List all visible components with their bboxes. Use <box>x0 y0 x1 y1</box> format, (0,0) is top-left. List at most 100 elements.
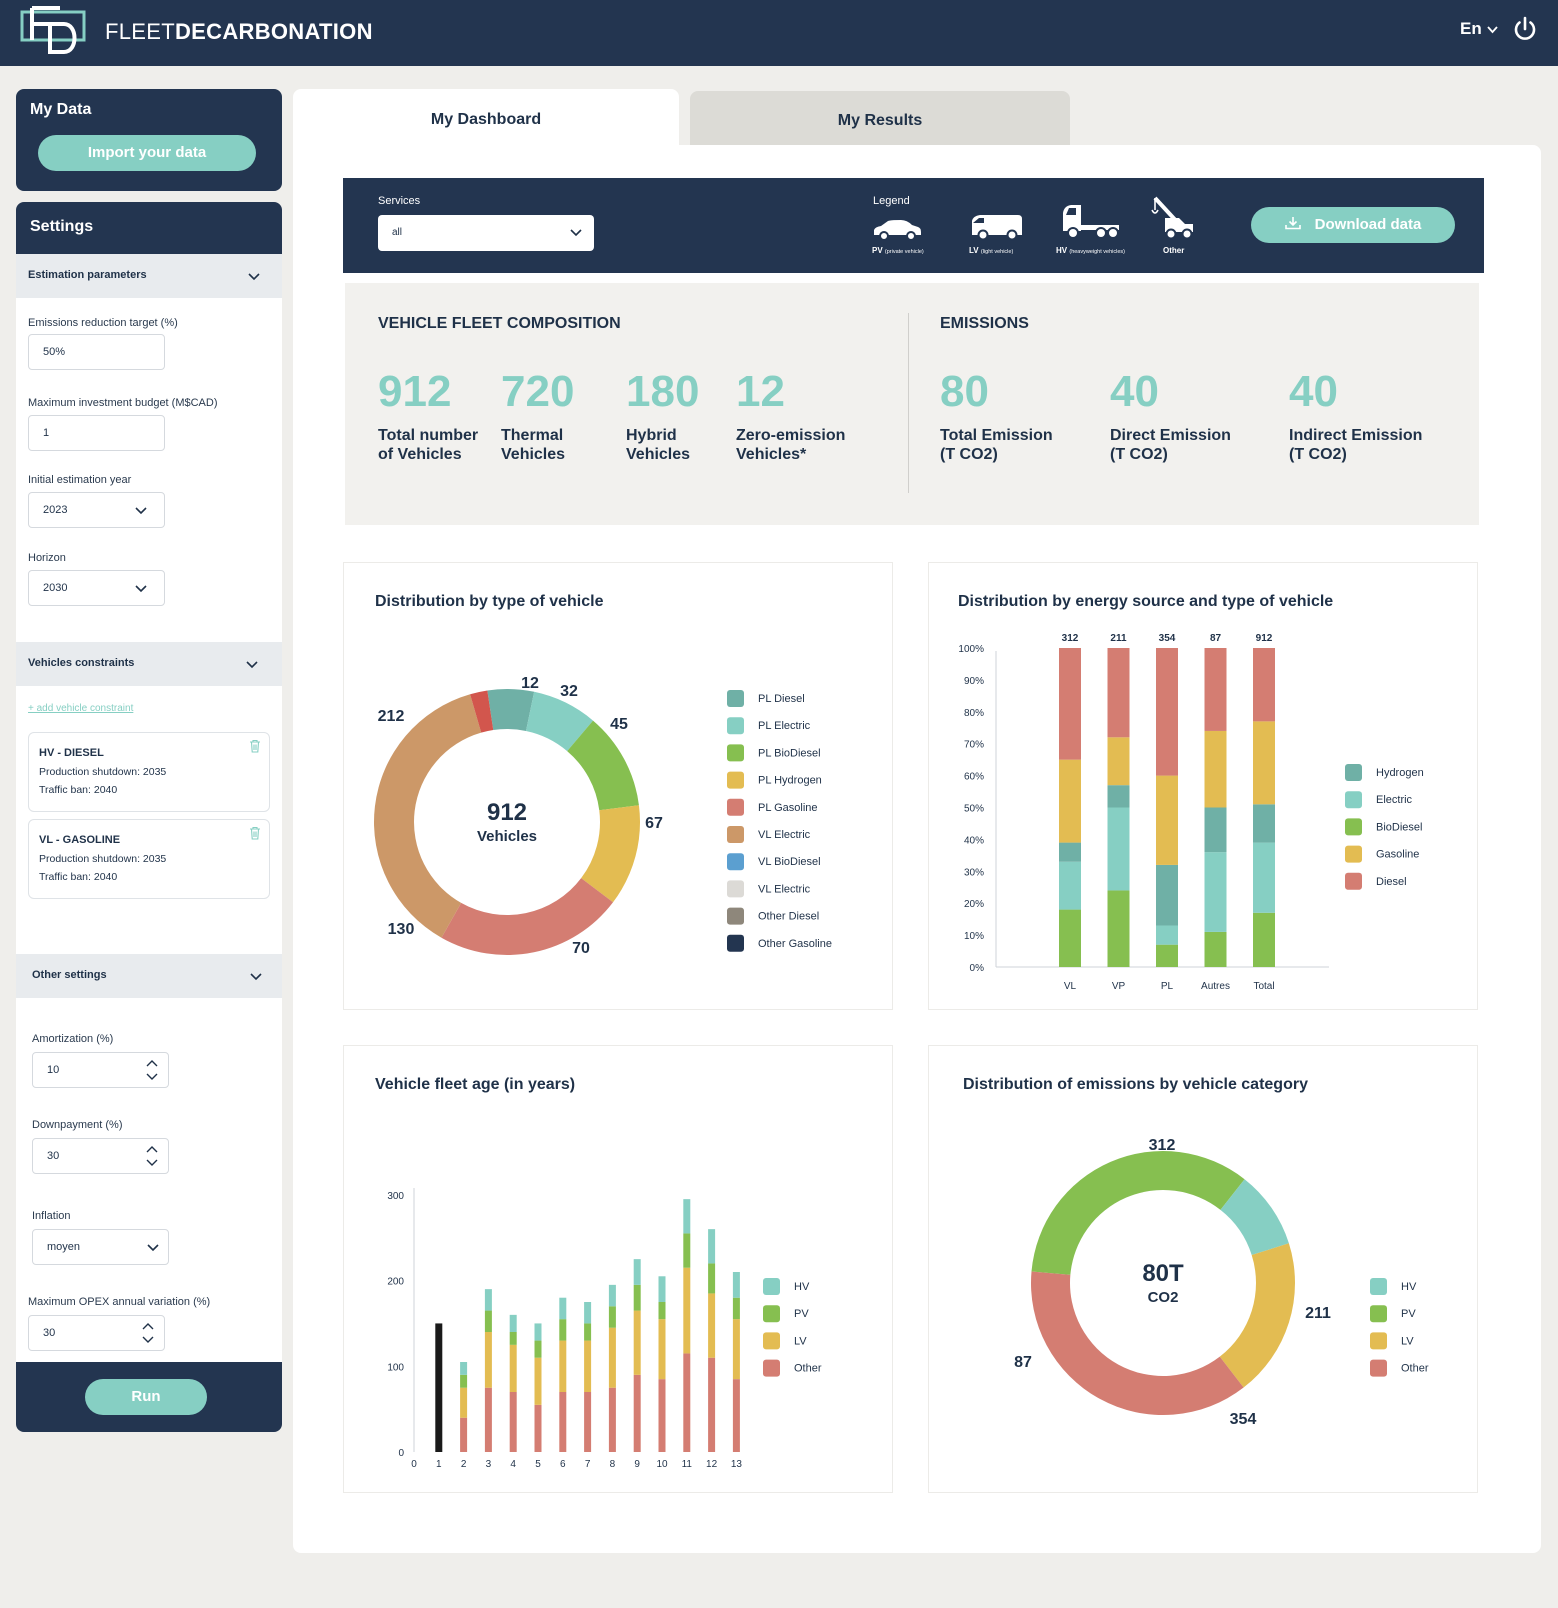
download-label: Download data <box>1314 216 1422 233</box>
stepper-arrows-icon[interactable] <box>146 1144 158 1168</box>
kpi-total-vehicles: 912 <box>378 367 452 416</box>
chevron-down-icon <box>246 661 258 669</box>
age-bar-segment <box>708 1357 716 1452</box>
inflation-select[interactable]: moyen <box>32 1229 169 1265</box>
tab-my-dashboard[interactable]: My Dashboard <box>293 89 679 159</box>
stacked-bar-segment <box>1156 648 1178 776</box>
donut-value-label: 12 <box>521 675 539 692</box>
stacked-bar-segment <box>1107 807 1130 891</box>
donut-value-label: 130 <box>388 921 415 938</box>
estimation-section-header[interactable]: Estimation parameters <box>16 254 282 298</box>
donut-center-value: 80T <box>1142 1260 1184 1287</box>
budget-input[interactable]: 1 <box>28 415 165 451</box>
constraints-section-header[interactable]: Vehicles constraints <box>16 642 282 686</box>
power-icon[interactable] <box>1512 16 1538 42</box>
chart-card-type: Distribution by type of vehicle 912 Vehic… <box>343 562 893 1010</box>
chart-title: Distribution of emissions by vehicle cat… <box>963 1076 1308 1093</box>
donut-slice <box>374 694 482 938</box>
legend-label: Other Diesel <box>758 911 819 923</box>
donut-slice <box>525 691 594 752</box>
constraint-card: VL - GASOLINE Production shutdown: 2035 … <box>28 819 270 899</box>
kpi-label: Direct Emission (T CO2) <box>1110 427 1231 463</box>
x-tick-label: 4 <box>510 1459 516 1470</box>
donut-center-value: 912 <box>487 799 527 826</box>
import-data-button[interactable]: Import your data <box>38 135 256 171</box>
age-bar-segment <box>460 1417 468 1452</box>
donut-value-label: 70 <box>572 940 590 957</box>
horizon-label: Horizon <box>28 552 66 564</box>
stacked-bar-segment <box>1253 912 1275 967</box>
x-tick-label: 8 <box>610 1459 616 1470</box>
age-bar-segment <box>683 1267 691 1354</box>
age-bar-segment <box>584 1340 592 1392</box>
legend-lv: LV (light vehicle) <box>969 246 1014 255</box>
legend-swatch <box>727 798 744 816</box>
constraint-line: Traffic ban: 2040 <box>39 784 118 796</box>
kpi-label: Indirect Emission (T CO2) <box>1289 427 1423 463</box>
truck-icon <box>1063 205 1119 239</box>
legend-label: VL Electric <box>758 829 811 841</box>
language-selector[interactable]: En <box>1460 19 1499 39</box>
legend-label: BioDiesel <box>1376 821 1422 833</box>
year-select[interactable]: 2023 <box>28 492 165 528</box>
kpi-indirect-emission: 40 <box>1289 367 1338 416</box>
y-tick-label: 200 <box>387 1277 404 1288</box>
car-icon <box>874 220 921 241</box>
age-bar-segment <box>534 1357 542 1405</box>
other-settings-section-header[interactable]: Other settings <box>16 954 282 998</box>
filter-bar: Services all Legend PV (private vehicle)… <box>343 178 1484 273</box>
legend-swatch <box>763 1359 780 1377</box>
stacked-bar-segment <box>1156 925 1178 945</box>
age-bar-segment <box>509 1344 517 1392</box>
horizon-select[interactable]: 2030 <box>28 570 165 606</box>
donut-value-label: 32 <box>560 683 578 700</box>
legend-label: PL Electric <box>758 720 811 732</box>
stacked-bar-segment <box>1107 648 1130 738</box>
legend-swatch <box>727 717 744 735</box>
brand-name: FLEETDECARBONATION <box>105 19 373 44</box>
age-bar-segment <box>658 1319 666 1380</box>
y-tick-label: 60% <box>964 772 984 783</box>
x-tick-label: 6 <box>560 1459 566 1470</box>
chart-card-age: Vehicle fleet age (in years) 0 100 200 300 0… <box>343 1045 893 1493</box>
inflation-value: moyen <box>47 1241 81 1253</box>
legend-swatch <box>763 1332 780 1350</box>
age-bar-segment <box>534 1340 542 1358</box>
stepper-arrows-icon[interactable] <box>146 1058 158 1082</box>
fd-logo-icon <box>20 6 86 54</box>
settings-header: Settings <box>16 202 282 254</box>
tab-my-results[interactable]: My Results <box>690 91 1070 145</box>
add-vehicle-constraint-link[interactable]: + add vehicle constraint <box>28 703 134 714</box>
target-input[interactable]: 50% <box>28 334 165 370</box>
chart-title: Distribution by type of vehicle <box>375 593 604 610</box>
y-tick-label: 40% <box>964 835 984 846</box>
opex-stepper[interactable]: 30 <box>28 1315 165 1351</box>
services-select[interactable]: all <box>378 215 594 251</box>
donut-slice <box>1220 1179 1289 1256</box>
donut-center-label: CO2 <box>1148 1289 1179 1306</box>
trash-icon[interactable] <box>249 739 261 753</box>
donut-value-label: 67 <box>645 815 663 832</box>
age-bar-segment <box>732 1319 740 1380</box>
stacked-bar-segment <box>1204 730 1227 808</box>
stepper-arrows-icon[interactable] <box>142 1321 154 1345</box>
age-bar-segment <box>732 1379 740 1452</box>
age-bar-segment <box>732 1272 740 1298</box>
fleet-composition-title: VEHICLE FLEET COMPOSITION <box>378 315 621 332</box>
y-tick-label: 0% <box>970 963 985 974</box>
y-tick-label: 100 <box>387 1362 404 1373</box>
age-bar-segment <box>534 1323 542 1341</box>
age-bar-segment <box>608 1327 616 1388</box>
amortization-label: Amortization (%) <box>32 1033 114 1045</box>
run-button[interactable]: Run <box>85 1379 207 1415</box>
amortization-stepper[interactable]: 10 <box>32 1052 169 1088</box>
legend-swatch <box>727 934 744 952</box>
download-data-button[interactable]: Download data <box>1251 207 1455 243</box>
downpayment-stepper[interactable]: 30 <box>32 1138 169 1174</box>
legend-swatch <box>727 880 744 898</box>
age-bar-segment <box>534 1404 542 1452</box>
bar-total-label: 211 <box>1110 633 1127 644</box>
amortization-value: 10 <box>47 1064 60 1076</box>
trash-icon[interactable] <box>249 826 261 840</box>
age-bar-segment <box>708 1293 716 1358</box>
